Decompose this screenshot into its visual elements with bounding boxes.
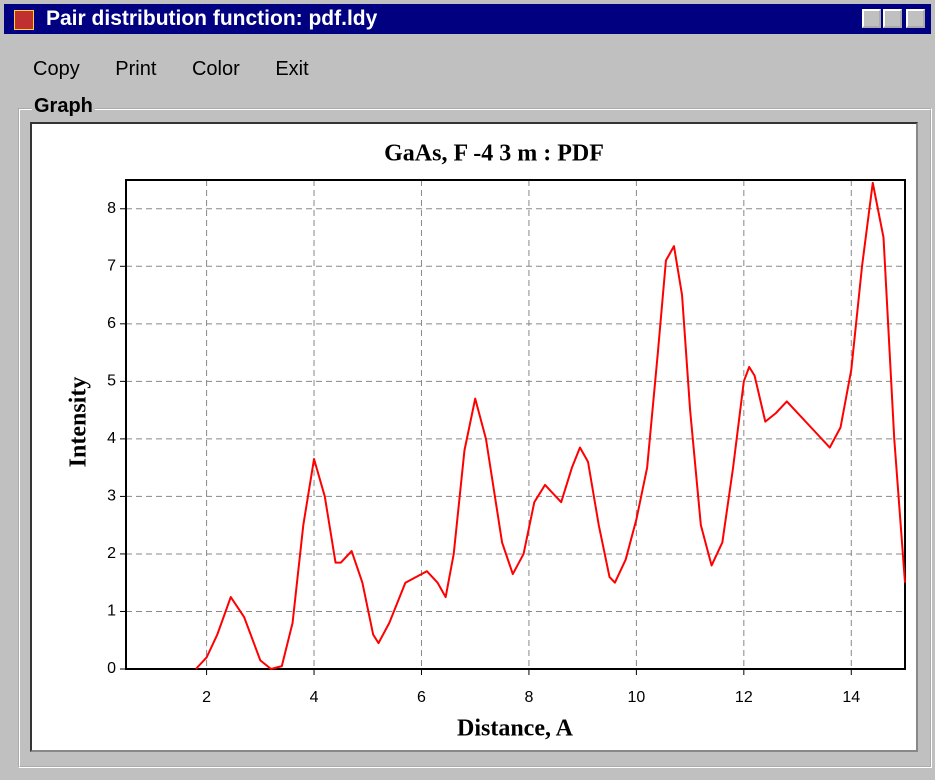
y-tick-label: 5: [107, 373, 116, 390]
maximize-button[interactable]: [883, 9, 902, 28]
group-label: Graph: [32, 95, 95, 118]
x-tick-label: 14: [842, 689, 860, 706]
chart-title: GaAs, F -4 3 m : PDF: [384, 141, 604, 167]
group-box: [18, 108, 932, 768]
x-tick-label: 6: [417, 689, 426, 706]
window-title: Pair distribution function: pdf.ldy: [46, 7, 378, 30]
y-tick-label: 2: [107, 545, 116, 562]
x-axis-label: Distance, A: [457, 716, 574, 742]
menu-bar: Copy Print Color Exit: [33, 58, 339, 81]
menu-item[interactable]: Copy: [33, 58, 80, 80]
y-tick-label: 7: [107, 258, 116, 275]
menu-item[interactable]: Exit: [275, 58, 309, 80]
menu-item[interactable]: Print: [115, 58, 157, 80]
y-tick-label: 3: [107, 488, 116, 505]
plot-frame: [125, 179, 906, 670]
y-tick-label: 6: [107, 315, 116, 332]
close-button[interactable]: [906, 9, 925, 28]
y-tick-label: 8: [107, 200, 116, 217]
title-bar: Pair distribution function: pdf.ldy: [4, 4, 931, 34]
x-tick-label: 8: [524, 689, 533, 706]
x-tick-label: 4: [310, 689, 319, 706]
y-tick-label: 4: [107, 430, 116, 447]
x-tick-label: 12: [735, 689, 753, 706]
y-tick-label: 0: [107, 660, 116, 677]
pdf-line: [195, 181, 906, 670]
app-icon: [14, 10, 34, 30]
y-axis-label: Intensity: [66, 377, 92, 468]
y-tick-label: 1: [107, 603, 116, 620]
minimize-button[interactable]: [862, 9, 881, 28]
x-tick-label: 2: [202, 689, 211, 706]
x-tick-label: 10: [627, 689, 645, 706]
chart: GaAs, F -4 3 m : PDF Distance, A Intensi…: [30, 122, 918, 752]
menu-item[interactable]: Color: [191, 58, 240, 80]
